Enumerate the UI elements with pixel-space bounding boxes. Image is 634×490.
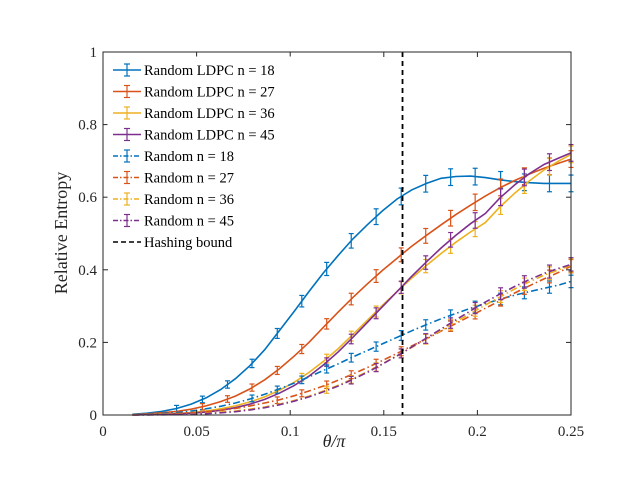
y-axis-title: Relative Entropy [51,172,71,294]
x-axis-title: θ/π [323,431,347,451]
series-line [132,158,572,416]
legend-label: Random n = 27 [144,171,234,187]
legend: Random LDPC n = 18 Random LDPC n = 27 Rand… [107,56,312,257]
legend-entry: Random LDPC n = 45 [113,128,275,144]
legend-label: Random LDPC n = 36 [144,106,275,122]
legend-entry: Random n = 45 [113,214,234,230]
legend-label: Random LDPC n = 18 [144,63,275,79]
x-tick-label: 0.05 [183,424,209,440]
x-tick-label: 0.25 [558,424,584,440]
x-tick-label: 0.1 [281,424,300,440]
y-tick-label: 0.4 [78,263,97,279]
legend-entry: Random n = 27 [113,171,234,187]
legend-entry: Hashing bound [113,235,233,251]
series-line [132,265,572,416]
legend-entry: Random n = 18 [113,149,234,165]
legend-box [107,56,312,257]
legend-entry: Random n = 36 [113,192,234,208]
legend-label: Random LDPC n = 45 [144,128,275,144]
legend-label: Hashing bound [144,235,233,251]
series-line [132,175,571,416]
axes-layer: 0 0.05 0.1 0.15 0.2 0.25 0 0.2 0.4 0.6 0.8 1 [78,45,584,440]
x-tick-label: 0.2 [468,424,487,440]
legend-label: Random n = 45 [144,214,234,230]
legend-label: Random LDPC n = 27 [144,85,275,101]
y-tick-label: 0 [90,408,98,424]
series-line [132,263,572,416]
legend-entry: Random LDPC n = 36 [113,106,275,122]
y-tick-label: 1 [90,45,98,61]
legend-label: Random n = 36 [144,192,234,208]
x-tick-label: 0.15 [371,424,397,440]
legend-label: Random n = 18 [144,149,234,165]
legend-entry: Random LDPC n = 18 [113,63,275,79]
series-layer [132,52,574,416]
x-tick-label: 0 [99,424,107,440]
axes-frame [102,51,572,416]
y-tick-label: 0.8 [78,118,97,134]
y-tick-label: 0.6 [78,190,97,206]
y-tick-label: 0.2 [78,335,97,351]
legend-entry: Random LDPC n = 27 [113,85,275,101]
